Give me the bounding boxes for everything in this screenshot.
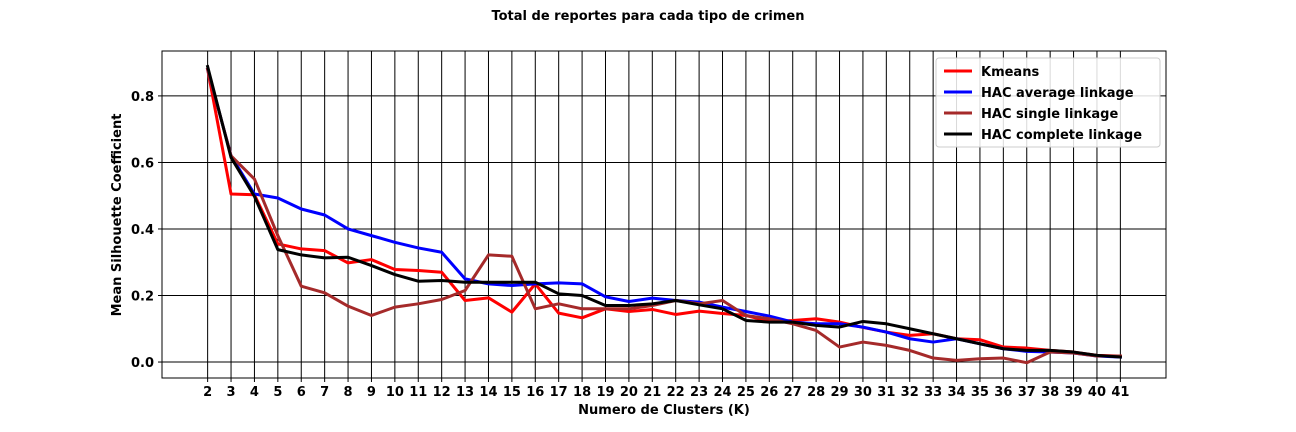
y-tick-layer: 0.0 0.2 0.4 0.6 0.8 xyxy=(131,90,162,371)
x-tick-label: 30 xyxy=(854,385,872,400)
x-tick-label: 41 xyxy=(1111,385,1129,400)
x-tick-label: 37 xyxy=(1018,385,1036,400)
x-tick-label: 36 xyxy=(994,385,1012,400)
legend-label: Kmeans xyxy=(981,65,1039,80)
legend-label: HAC complete linkage xyxy=(981,128,1142,143)
x-tick-label: 12 xyxy=(433,385,451,400)
x-axis-label: Numero de Clusters (K) xyxy=(578,403,750,418)
legend-items: Kmeans HAC average linkage HAC single link… xyxy=(944,65,1142,143)
x-tick-label: 7 xyxy=(320,385,329,400)
x-tick-layer: 2 3 4 5 6 7 8 9 10 11 12 13 14 15 16 17 18 19 20 21 22 23 24 25… xyxy=(203,378,1129,400)
chart-title: Total de reportes para cada tipo de crim… xyxy=(491,9,804,24)
x-tick-label: 31 xyxy=(877,385,895,400)
x-tick-label: 3 xyxy=(227,385,236,400)
x-tick-label: 35 xyxy=(971,385,989,400)
x-tick-label: 6 xyxy=(297,385,306,400)
x-tick-label: 28 xyxy=(807,385,825,400)
legend: Kmeans HAC average linkage HAC single link… xyxy=(935,57,1161,148)
y-tick-label: 0.8 xyxy=(131,90,154,105)
x-tick-label: 18 xyxy=(573,385,591,400)
x-tick-label: 16 xyxy=(526,385,544,400)
x-tick-label: 19 xyxy=(596,385,614,400)
x-tick-label: 32 xyxy=(901,385,919,400)
x-tick-label: 39 xyxy=(1065,385,1083,400)
x-tick-label: 26 xyxy=(760,385,778,400)
x-tick-label: 17 xyxy=(550,385,568,400)
x-tick-label: 14 xyxy=(479,385,497,400)
y-tick-label: 0.6 xyxy=(131,156,154,171)
plot-frame xyxy=(161,50,1167,379)
x-tick-label: 29 xyxy=(830,385,848,400)
x-tick-label: 8 xyxy=(344,385,353,400)
x-tick-label: 10 xyxy=(386,385,404,400)
x-tick-label: 11 xyxy=(409,385,427,400)
x-tick-label: 27 xyxy=(784,385,802,400)
x-tick-label: 38 xyxy=(1041,385,1059,400)
x-tick-label: 21 xyxy=(643,385,661,400)
y-tick-label: 0.2 xyxy=(131,290,154,305)
x-tick-label: 25 xyxy=(737,385,755,400)
x-tick-label: 34 xyxy=(947,385,965,400)
legend-label: HAC single linkage xyxy=(981,107,1118,122)
x-tick-label: 23 xyxy=(690,385,708,400)
x-tick-label: 2 xyxy=(203,385,212,400)
series-layer xyxy=(205,64,1122,365)
series-line-3 xyxy=(205,64,1122,359)
x-tick-label: 22 xyxy=(667,385,685,400)
y-axis-label: Mean Silhouette Coefficient xyxy=(110,114,125,317)
x-tick-label: 40 xyxy=(1088,385,1106,400)
x-tick-label: 33 xyxy=(924,385,942,400)
x-tick-label: 13 xyxy=(456,385,474,400)
x-tick-label: 24 xyxy=(713,385,731,400)
x-tick-label: 4 xyxy=(250,385,259,400)
x-tick-label: 5 xyxy=(273,385,282,400)
y-tick-label: 0.0 xyxy=(131,356,154,371)
legend-label: HAC average linkage xyxy=(981,86,1134,101)
x-tick-label: 9 xyxy=(367,385,376,400)
x-tick-label: 20 xyxy=(620,385,638,400)
legend-box xyxy=(935,57,1161,148)
x-tick-label: 15 xyxy=(503,385,521,400)
y-tick-label: 0.4 xyxy=(131,223,154,238)
